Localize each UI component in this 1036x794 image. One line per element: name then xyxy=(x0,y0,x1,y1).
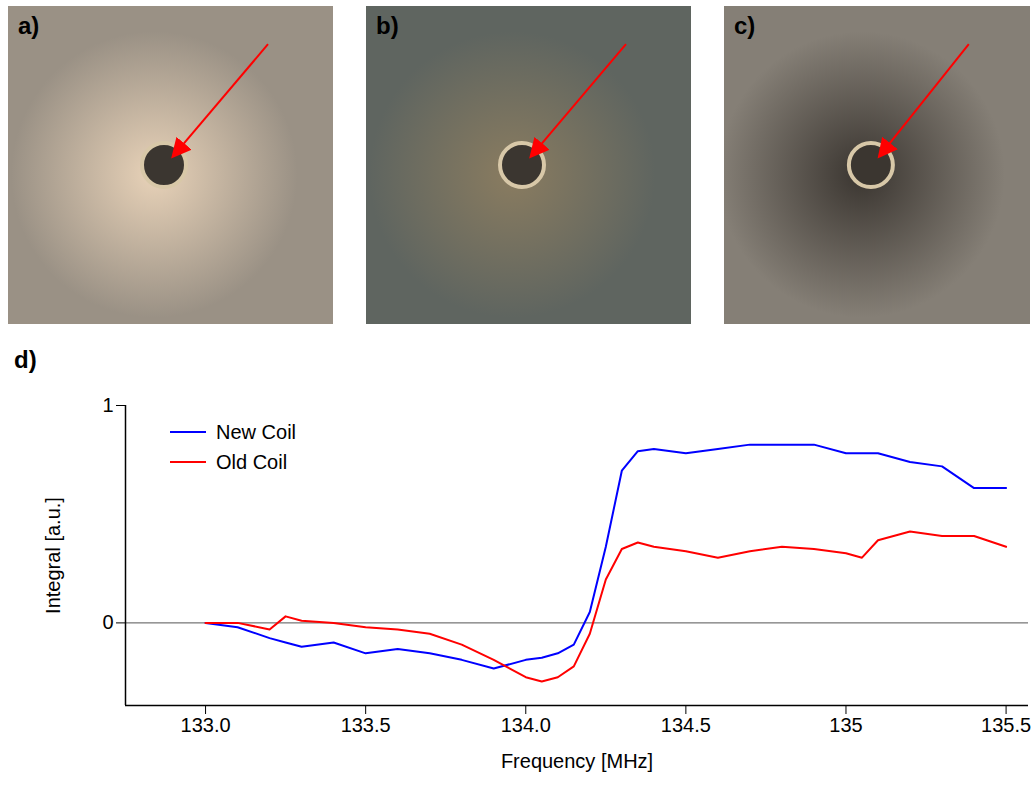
html-text:b): b) xyxy=(376,12,399,39)
html-text:c): c) xyxy=(734,12,756,39)
svg-text:133.0: 133.0 xyxy=(181,714,231,736)
html-text:New Coil: New Coil xyxy=(216,420,296,443)
svg-text:0: 0 xyxy=(102,611,113,633)
svg-text:135.5: 135.5 xyxy=(981,714,1031,736)
svg-text:134.0: 134.0 xyxy=(501,714,551,736)
svg-text:Frequency [MHz]: Frequency [MHz] xyxy=(501,750,653,772)
html-text:Old Coil: Old Coil xyxy=(216,450,288,473)
svg-text:134.5: 134.5 xyxy=(661,714,711,736)
svg-text:Integral [a.u.]: Integral [a.u.] xyxy=(42,497,64,614)
svg-text:133.5: 133.5 xyxy=(341,714,391,736)
html-text:a): a) xyxy=(18,12,40,39)
html-text:d): d) xyxy=(14,346,37,373)
svg-text:135: 135 xyxy=(829,714,862,736)
svg-text:1: 1 xyxy=(102,394,113,416)
